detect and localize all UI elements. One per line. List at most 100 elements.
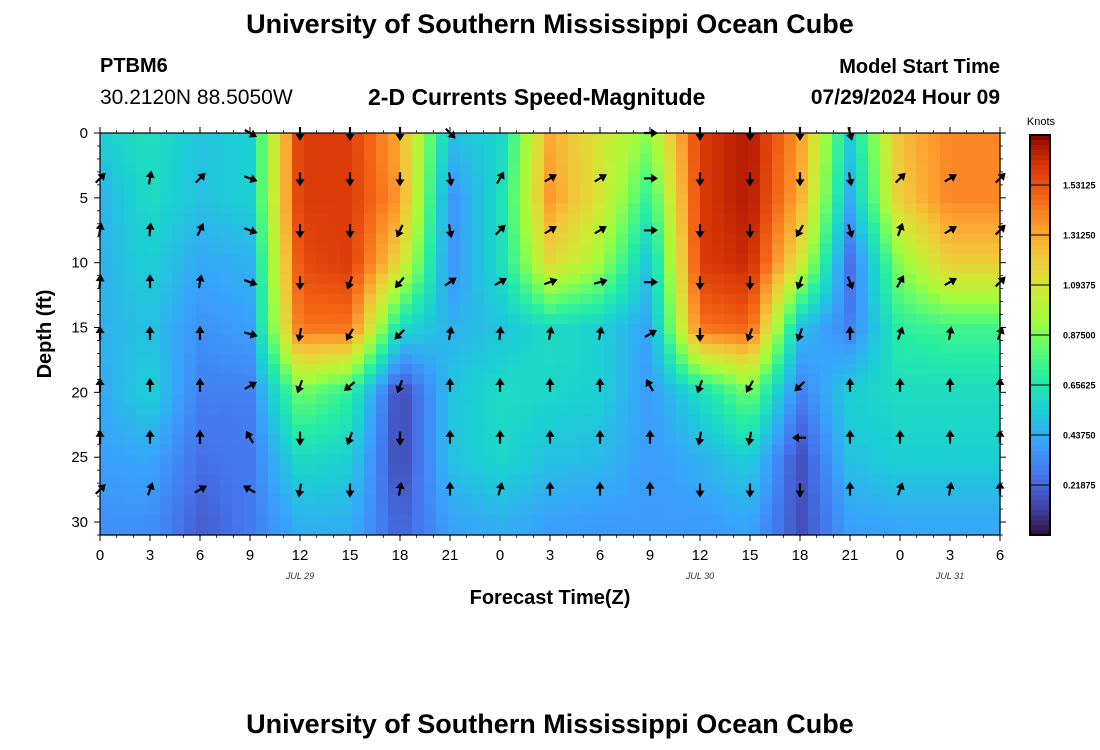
heatmap-cell <box>508 323 521 335</box>
heatmap-cell <box>844 424 857 436</box>
heatmap-cell <box>604 374 617 385</box>
current-arrow-head <box>645 481 655 489</box>
colorbar-swatch <box>1030 390 1050 396</box>
current-arrow <box>345 172 355 187</box>
heatmap-cell <box>352 303 365 315</box>
heatmap-cell <box>988 364 1001 375</box>
heatmap-cell <box>568 484 581 496</box>
heatmap-cell <box>592 223 605 235</box>
heatmap-cell <box>316 444 329 456</box>
heatmap-cell <box>184 354 197 365</box>
current-arrow <box>195 429 205 444</box>
heatmap-cell <box>520 494 533 506</box>
heatmap-cell <box>448 484 461 496</box>
heatmap-cell <box>472 193 485 204</box>
heatmap-cell <box>568 193 581 204</box>
heatmap-cell <box>928 464 941 476</box>
current-arrow-shaft <box>298 327 303 337</box>
heatmap-cell <box>424 223 437 235</box>
heatmap-cell <box>496 203 509 214</box>
heatmap-cell <box>352 163 365 174</box>
current-arrow-head <box>395 438 405 446</box>
page-title: University of Southern Mississippi Ocean… <box>246 9 854 39</box>
heatmap-cell <box>652 193 665 204</box>
heatmap-cell <box>304 514 317 526</box>
current-arrow-head <box>497 224 506 233</box>
heatmap-cell <box>760 313 773 325</box>
heatmap-cell <box>484 434 497 446</box>
heatmap-cell <box>676 474 689 486</box>
heatmap-cell <box>976 524 989 536</box>
heatmap-cell <box>196 524 209 536</box>
heatmap-cell <box>736 173 749 184</box>
heatmap-cell <box>364 364 377 375</box>
heatmap-cell <box>664 454 677 466</box>
heatmap-cell <box>448 193 461 204</box>
heatmap-cell <box>400 354 413 365</box>
heatmap-cell <box>568 203 581 214</box>
heatmap-cell <box>940 434 953 446</box>
heatmap-cell <box>508 364 521 375</box>
heatmap-cell <box>268 193 281 204</box>
heatmap-cell <box>616 183 629 194</box>
current-arrow <box>444 277 457 287</box>
heatmap-cell <box>484 293 497 305</box>
heatmap-cell <box>736 243 749 255</box>
heatmap-cell <box>880 484 893 496</box>
heatmap-cell <box>484 504 497 516</box>
heatmap-cell <box>580 474 593 486</box>
x-tick-label: 0 <box>496 547 504 564</box>
heatmap-cell <box>916 504 929 516</box>
heatmap-cell <box>124 263 137 275</box>
heatmap-cell <box>652 334 665 345</box>
heatmap-cell <box>424 404 437 415</box>
current-arrow-shaft <box>644 332 653 338</box>
heatmap-cell <box>160 293 173 305</box>
heatmap-cell <box>172 474 185 486</box>
heatmap-cell <box>220 394 233 405</box>
heatmap-cell <box>772 494 785 506</box>
heatmap-cell <box>220 514 233 526</box>
heatmap-cell <box>112 143 125 154</box>
heatmap-cell <box>856 143 869 154</box>
heatmap-cell <box>820 464 833 476</box>
heatmap-cell <box>880 213 893 225</box>
heatmap-cell <box>256 474 269 486</box>
heatmap-cell <box>976 514 989 526</box>
colorbar-swatch <box>1030 235 1050 241</box>
heatmap-cell <box>844 313 857 325</box>
heatmap-cell <box>712 424 725 436</box>
heatmap-cell <box>664 414 677 426</box>
heatmap-cell <box>196 143 209 154</box>
heatmap-cell <box>292 424 305 436</box>
heatmap-cell <box>496 334 509 345</box>
heatmap-cell <box>448 454 461 466</box>
heatmap-cell <box>436 354 449 365</box>
colorbar-swatch <box>1030 250 1050 256</box>
heatmap-cell <box>256 273 269 285</box>
current-arrow <box>896 222 905 237</box>
heatmap-cell <box>316 133 329 144</box>
heatmap-cell <box>268 454 281 466</box>
colorbar-swatch <box>1030 360 1050 366</box>
heatmap-cell <box>532 323 545 335</box>
heatmap-cell <box>676 233 689 245</box>
heatmap-cell <box>136 384 149 395</box>
heatmap-cell <box>256 223 269 235</box>
current-arrow-head <box>445 377 455 385</box>
heatmap-cell <box>868 474 881 486</box>
heatmap-cell <box>520 263 533 275</box>
heatmap-cell <box>676 243 689 255</box>
heatmap-cell <box>772 454 785 466</box>
current-arrow-shaft <box>748 327 754 337</box>
heatmap-cell <box>892 444 905 456</box>
heatmap-cell <box>100 374 113 385</box>
heatmap-cell <box>532 514 545 526</box>
heatmap-cell <box>916 223 929 235</box>
heatmap-cell <box>628 344 641 355</box>
heatmap-cell <box>616 454 629 466</box>
heatmap-cell <box>664 354 677 365</box>
heatmap-cell <box>496 514 509 526</box>
current-arrow-head <box>295 134 305 141</box>
heatmap-cell <box>592 434 605 446</box>
